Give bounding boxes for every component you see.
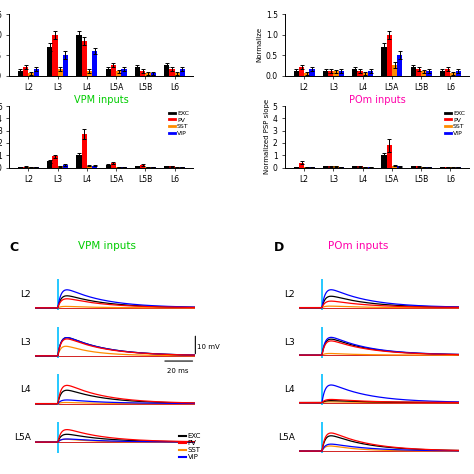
Legend: EXC, PV, SST, VIP: EXC, PV, SST, VIP (168, 109, 190, 137)
Text: L5A: L5A (14, 433, 31, 442)
Bar (169, 166, 174, 167)
Bar (392, 65, 397, 75)
Bar (352, 69, 357, 75)
Bar (76, 155, 82, 167)
Bar (23, 166, 28, 167)
Text: 20 ms: 20 ms (167, 368, 189, 374)
Bar (87, 72, 92, 75)
Bar (140, 72, 145, 75)
Bar (397, 166, 402, 167)
Text: L2: L2 (284, 290, 295, 299)
Legend: EXC, PV, SST, VIP: EXC, PV, SST, VIP (444, 109, 466, 137)
Bar (18, 72, 23, 75)
Bar (450, 73, 456, 75)
Bar (328, 166, 334, 167)
Bar (352, 166, 357, 167)
Bar (363, 73, 368, 75)
Bar (416, 166, 421, 167)
Bar (116, 72, 121, 75)
Bar (397, 55, 402, 75)
Bar (387, 146, 392, 167)
Bar (82, 135, 87, 167)
Bar (445, 69, 450, 75)
Bar (334, 72, 339, 75)
Bar (416, 69, 421, 75)
Y-axis label: Normalized PSP slope: Normalized PSP slope (264, 99, 270, 174)
Text: L4: L4 (20, 385, 31, 394)
Bar (169, 69, 174, 75)
Bar (135, 166, 140, 167)
Title: POm inputs: POm inputs (349, 95, 406, 105)
Bar (28, 73, 34, 75)
Bar (111, 65, 116, 75)
Bar (174, 73, 180, 75)
Bar (52, 156, 58, 167)
Text: L5A: L5A (278, 433, 295, 442)
Bar (334, 166, 339, 167)
Bar (47, 47, 52, 75)
Bar (387, 35, 392, 75)
Bar (82, 41, 87, 75)
Bar (140, 165, 145, 167)
Bar (382, 47, 387, 75)
Bar (299, 163, 304, 167)
Bar (106, 69, 111, 75)
Bar (63, 165, 68, 167)
Bar (357, 72, 363, 75)
Bar (87, 166, 92, 167)
Bar (151, 73, 156, 75)
Bar (304, 73, 310, 75)
Bar (58, 166, 63, 167)
Y-axis label: Normalize: Normalize (257, 27, 263, 63)
Bar (382, 155, 387, 167)
Text: C: C (9, 241, 18, 255)
Bar (164, 166, 169, 167)
Text: L3: L3 (284, 337, 295, 346)
Title: VPM inputs: VPM inputs (74, 95, 129, 105)
Bar (34, 69, 39, 75)
Bar (368, 72, 373, 75)
Bar (339, 72, 344, 75)
Text: L2: L2 (20, 290, 31, 299)
Bar (328, 72, 334, 75)
Bar (92, 51, 97, 75)
Bar (410, 67, 416, 75)
Bar (52, 35, 58, 75)
Bar (392, 166, 397, 167)
Bar (23, 67, 28, 75)
Legend: EXC, PV, SST, VIP: EXC, PV, SST, VIP (178, 433, 201, 461)
Bar (440, 72, 445, 75)
Text: 10 mV: 10 mV (197, 344, 220, 350)
Bar (410, 166, 416, 167)
Text: POm inputs: POm inputs (328, 241, 389, 252)
Bar (145, 73, 151, 75)
Bar (58, 69, 63, 75)
Bar (76, 35, 82, 75)
Bar (164, 65, 169, 75)
Bar (47, 161, 52, 167)
Bar (180, 69, 185, 75)
Bar (294, 72, 299, 75)
Bar (63, 55, 68, 75)
Bar (299, 67, 304, 75)
Bar (310, 69, 315, 75)
Bar (427, 72, 432, 75)
Bar (323, 166, 328, 167)
Bar (92, 166, 97, 167)
Text: D: D (273, 241, 284, 255)
Bar (421, 72, 427, 75)
Bar (357, 166, 363, 167)
Text: L4: L4 (284, 385, 295, 394)
Bar (121, 69, 127, 75)
Bar (323, 72, 328, 75)
Bar (106, 165, 111, 167)
Bar (111, 163, 116, 167)
Text: L3: L3 (20, 337, 31, 346)
Text: VPM inputs: VPM inputs (78, 241, 136, 252)
Bar (135, 67, 140, 75)
Bar (456, 72, 461, 75)
